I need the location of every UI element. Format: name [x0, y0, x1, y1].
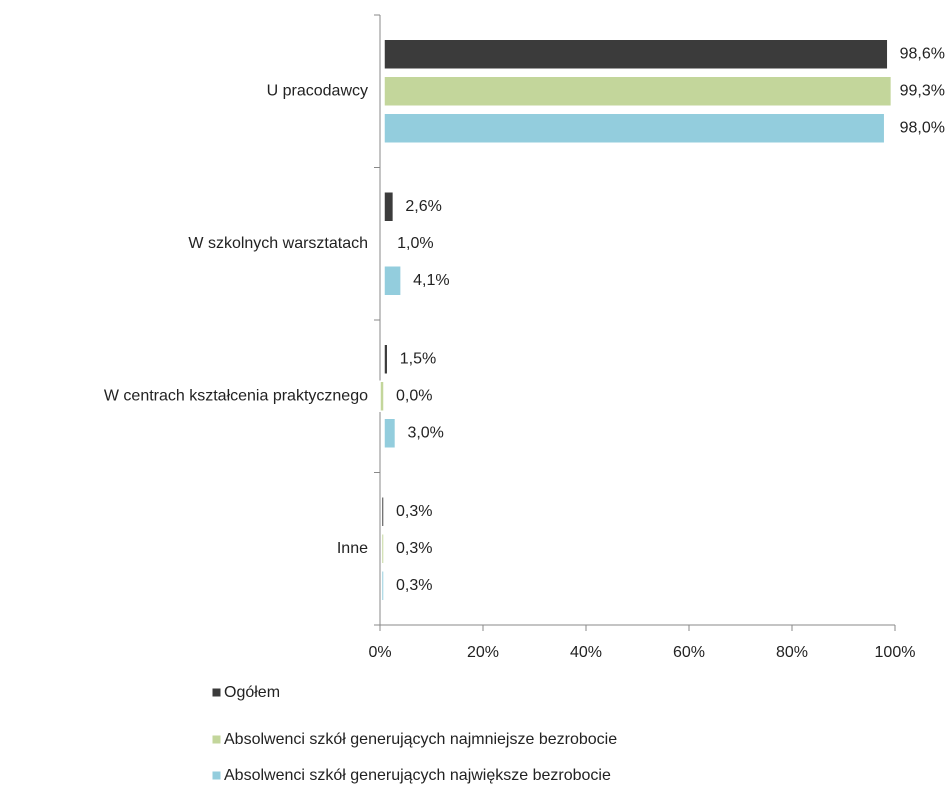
bar — [383, 228, 387, 260]
y-tick-label: W centrach kształcenia praktycznego — [104, 387, 368, 404]
legend-label: Ogółem — [224, 684, 280, 701]
bar — [383, 38, 889, 70]
bar — [380, 533, 385, 565]
bar — [380, 496, 385, 528]
x-tick-label: 100% — [875, 644, 916, 661]
x-tick-label: 80% — [776, 644, 808, 661]
bar — [383, 417, 397, 449]
bar — [383, 112, 886, 144]
y-tick-label: Inne — [337, 540, 368, 557]
data-label: 0,3% — [396, 577, 432, 594]
bar — [383, 343, 389, 375]
x-tick-label: 20% — [467, 644, 499, 661]
data-label: 0,3% — [396, 503, 432, 520]
x-tick-label: 0% — [368, 644, 391, 661]
bar — [383, 191, 395, 223]
legend-swatch — [211, 770, 222, 781]
x-tick-label: 40% — [570, 644, 602, 661]
data-label: 0,3% — [396, 540, 432, 557]
data-label: 0,0% — [396, 387, 432, 404]
data-label: 98,6% — [900, 45, 945, 62]
bar — [383, 75, 893, 107]
legend-label: Absolwenci szkół generujących największe… — [224, 767, 611, 784]
data-label: 99,3% — [900, 82, 945, 99]
data-label: 98,0% — [900, 119, 945, 136]
x-tick-label: 60% — [673, 644, 705, 661]
data-label: 1,0% — [397, 235, 433, 252]
bar — [383, 265, 402, 297]
data-label: 3,0% — [407, 424, 443, 441]
y-tick-label: W szkolnych warsztatach — [188, 235, 368, 252]
legend-label: Absolwenci szkół generujących najmniejsz… — [224, 731, 617, 748]
legend-swatch — [211, 687, 222, 698]
legend-swatch — [211, 734, 222, 745]
data-label: 2,6% — [405, 198, 441, 215]
data-label: 4,1% — [413, 272, 449, 289]
bar — [379, 380, 385, 412]
y-tick-label: U pracodawcy — [267, 82, 368, 99]
data-label: 1,5% — [400, 350, 436, 367]
bar — [380, 570, 385, 602]
